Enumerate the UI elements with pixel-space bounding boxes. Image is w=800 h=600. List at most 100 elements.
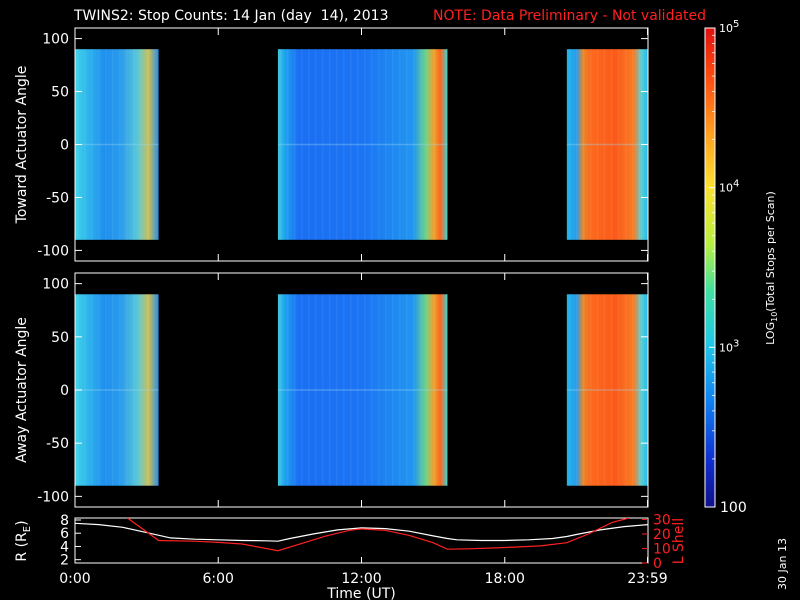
away-texture-stripe bbox=[589, 294, 592, 486]
toward-texture-stripe bbox=[405, 49, 408, 240]
r-distance-line bbox=[75, 522, 648, 542]
away-texture-stripe bbox=[426, 294, 429, 486]
away-texture-stripe bbox=[147, 294, 149, 486]
away-texture-stripe bbox=[342, 294, 345, 486]
toward-texture-stripe bbox=[624, 49, 627, 240]
away-texture-stripe bbox=[419, 294, 422, 486]
toward-texture-stripe bbox=[582, 49, 585, 240]
orbit-ylabel-left: R (RE) bbox=[14, 520, 33, 561]
away-texture-stripe bbox=[335, 294, 338, 486]
away-texture-stripe bbox=[603, 294, 606, 486]
toward-texture-stripe bbox=[589, 49, 592, 240]
toward-texture-stripe bbox=[568, 49, 571, 240]
away-ytick-label: 50 bbox=[51, 330, 69, 346]
toward-texture-stripe bbox=[596, 49, 599, 240]
toward-ytick-label: -50 bbox=[46, 190, 69, 206]
away-texture-stripe bbox=[328, 294, 331, 486]
away-texture-stripe bbox=[286, 294, 289, 486]
toward-texture-stripe bbox=[147, 49, 149, 240]
colorbar-tick-label: 100 bbox=[720, 500, 747, 516]
away-ytick-label: -100 bbox=[37, 489, 69, 505]
toward-texture-stripe bbox=[617, 49, 620, 240]
away-texture-stripe bbox=[377, 294, 380, 486]
orbit-ylabel-left-text: R (R bbox=[14, 532, 30, 562]
away-texture-stripe bbox=[140, 294, 142, 486]
colorbar-label: LOG10(Total Stops per Scan) bbox=[764, 191, 779, 345]
toward-texture-stripe bbox=[440, 49, 443, 240]
orbit-xtick-label: 18:00 bbox=[485, 571, 525, 587]
orbit-right-ytick-label: 30 bbox=[653, 512, 671, 528]
toward-texture-stripe bbox=[631, 49, 634, 240]
toward-texture-stripe bbox=[307, 49, 310, 240]
orbit-xtick-label: 6:00 bbox=[203, 571, 234, 587]
away-data-segment-3 bbox=[566, 294, 648, 486]
away-texture-stripe bbox=[596, 294, 599, 486]
colorbar-tick-base: 10 bbox=[719, 182, 733, 195]
away-texture-stripe bbox=[133, 294, 135, 486]
orbit-ylabel-right: L Shell bbox=[671, 518, 687, 564]
orbit-right-ytick-label: 10 bbox=[653, 541, 671, 557]
toward-texture-stripe bbox=[575, 49, 578, 240]
orbit-right-ytick-label: 0 bbox=[653, 556, 662, 572]
toward-texture-stripe bbox=[363, 49, 366, 240]
away-data-segment-2 bbox=[277, 294, 448, 486]
orbit-right-ytick-label: 20 bbox=[653, 527, 671, 543]
toward-texture-stripe bbox=[140, 49, 142, 240]
orbit-left-ytick-label: 6 bbox=[60, 526, 69, 542]
away-ytick-label: -50 bbox=[46, 436, 69, 452]
toward-texture-stripe bbox=[377, 49, 380, 240]
orbit-xtick-label: 23:59 bbox=[627, 571, 667, 587]
toward-texture-stripe bbox=[105, 49, 107, 240]
away-texture-stripe bbox=[98, 294, 100, 486]
toward-data-segment-1 bbox=[75, 49, 159, 240]
toward-ytick-label: 100 bbox=[42, 32, 69, 48]
away-texture-stripe bbox=[84, 294, 86, 486]
colorbar-label-subscript: 10 bbox=[770, 312, 779, 322]
away-texture-stripe bbox=[624, 294, 627, 486]
toward-texture-stripe bbox=[419, 49, 422, 240]
toward-texture-stripe bbox=[328, 49, 331, 240]
l-shell-line bbox=[127, 518, 630, 552]
toward-texture-stripe bbox=[293, 49, 296, 240]
toward-ytick-label: 0 bbox=[60, 138, 69, 154]
away-ylabel: Away Actuator Angle bbox=[14, 317, 30, 463]
colorbar-tick-label: 103 bbox=[719, 338, 739, 354]
away-texture-stripe bbox=[314, 294, 317, 486]
toward-texture-stripe bbox=[335, 49, 338, 240]
colorbar-tick-label: 104 bbox=[719, 179, 739, 195]
away-texture-stripe bbox=[91, 294, 93, 486]
figure-title: TWINS2: Stop Counts: 14 Jan (day 14), 20… bbox=[73, 8, 389, 24]
toward-texture-stripe bbox=[398, 49, 401, 240]
colorbar-tick-exponent: 5 bbox=[733, 19, 739, 30]
away-texture-stripe bbox=[363, 294, 366, 486]
toward-texture-stripe bbox=[300, 49, 303, 240]
away-texture-stripe bbox=[610, 294, 613, 486]
away-ytick-label: 100 bbox=[42, 277, 69, 293]
away-texture-stripe bbox=[279, 294, 282, 486]
away-ytick-label: 0 bbox=[60, 383, 69, 399]
away-texture-stripe bbox=[405, 294, 408, 486]
away-texture-stripe bbox=[300, 294, 303, 486]
toward-texture-stripe bbox=[356, 49, 359, 240]
colorbar-label-log: LOG bbox=[764, 322, 777, 345]
colorbar-tick-exponent: 3 bbox=[733, 338, 739, 349]
colorbar-tick-label: 105 bbox=[719, 19, 739, 35]
colorbar-gradient bbox=[704, 27, 716, 508]
away-texture-stripe bbox=[119, 294, 121, 486]
away-texture-stripe bbox=[384, 294, 387, 486]
away-texture-stripe bbox=[582, 294, 585, 486]
away-texture-stripe bbox=[391, 294, 394, 486]
toward-texture-stripe bbox=[91, 49, 93, 240]
toward-ytick-label: 50 bbox=[51, 85, 69, 101]
away-texture-stripe bbox=[398, 294, 401, 486]
toward-texture-stripe bbox=[126, 49, 128, 240]
toward-data-segment-3 bbox=[566, 49, 648, 240]
colorbar-label-rest: (Total Stops per Scan) bbox=[764, 191, 777, 312]
toward-angle-heatmap-panel: 100 50 0 -50 -100 Toward Actuator Angle bbox=[14, 27, 649, 262]
away-angle-heatmap-panel: 100 50 0 -50 -100 Away Actuator Angle bbox=[14, 272, 649, 508]
toward-texture-stripe bbox=[638, 49, 641, 240]
away-texture-stripe bbox=[321, 294, 324, 486]
toward-texture-stripe bbox=[98, 49, 100, 240]
